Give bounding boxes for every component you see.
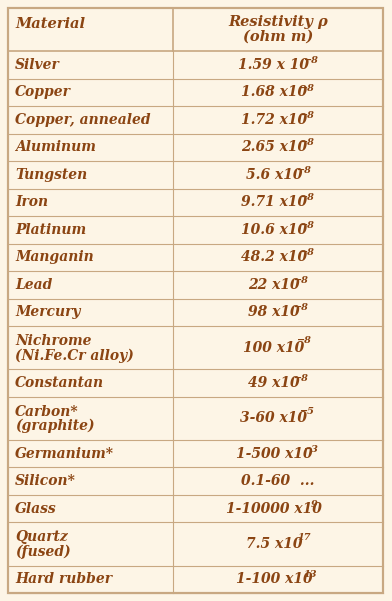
Text: 98 x10: 98 x10 (248, 305, 300, 319)
Text: Mercury: Mercury (15, 305, 80, 319)
Text: 1.68 x10: 1.68 x10 (241, 85, 307, 99)
Text: Copper, annealed: Copper, annealed (15, 113, 151, 127)
Text: (Ni.Fe.Cr alloy): (Ni.Fe.Cr alloy) (15, 348, 134, 362)
Text: Glass: Glass (15, 502, 56, 516)
Text: −8: −8 (300, 248, 315, 257)
Text: 7.5 x10: 7.5 x10 (246, 537, 302, 551)
Text: −8: −8 (304, 56, 319, 65)
Text: (fused): (fused) (15, 545, 71, 559)
Text: −8: −8 (297, 336, 312, 345)
Text: Copper: Copper (15, 85, 71, 99)
Text: (graphite): (graphite) (15, 419, 94, 433)
Text: 3-60 x10: 3-60 x10 (241, 411, 307, 426)
Text: −8: −8 (300, 221, 315, 230)
Text: Tungsten: Tungsten (15, 168, 87, 182)
Text: −8: −8 (300, 138, 315, 147)
Text: −8: −8 (300, 84, 315, 93)
Text: Silicon*: Silicon* (15, 474, 76, 488)
Text: −3: −3 (304, 445, 319, 454)
Text: Constantan: Constantan (15, 376, 104, 390)
Text: Iron: Iron (15, 195, 48, 209)
Text: Silver: Silver (15, 58, 60, 72)
Text: 22 x10: 22 x10 (248, 278, 300, 292)
Text: Platinum: Platinum (15, 223, 86, 237)
Text: −8: −8 (294, 276, 309, 285)
Text: 13: 13 (304, 570, 317, 579)
Text: −8: −8 (294, 374, 309, 383)
Text: 48.2 x10: 48.2 x10 (241, 250, 307, 264)
Text: −8: −8 (297, 166, 312, 175)
Text: 17: 17 (297, 532, 310, 542)
Text: Lead: Lead (15, 278, 53, 292)
Text: −8: −8 (300, 194, 315, 203)
Text: −5: −5 (300, 407, 315, 416)
Text: Resistivity ρ: Resistivity ρ (228, 15, 328, 29)
Text: Hard rubber: Hard rubber (15, 572, 112, 586)
Text: Germanium*: Germanium* (15, 447, 114, 460)
Text: Material: Material (15, 17, 85, 31)
Text: −8: −8 (300, 111, 315, 120)
Text: 9.71 x10: 9.71 x10 (241, 195, 307, 209)
Text: 1-10000 x10: 1-10000 x10 (226, 502, 322, 516)
Text: 10.6 x10: 10.6 x10 (241, 223, 307, 237)
Text: 0.1-60  ...: 0.1-60 ... (241, 474, 315, 488)
Text: Carbon*: Carbon* (15, 405, 79, 419)
Text: Quartz: Quartz (15, 531, 68, 545)
Text: (ohm m): (ohm m) (243, 30, 313, 44)
Text: Nichrome: Nichrome (15, 334, 91, 348)
Text: 9: 9 (310, 499, 317, 508)
Text: Manganin: Manganin (15, 250, 94, 264)
Text: 1-500 x10: 1-500 x10 (236, 447, 312, 460)
Text: 2.65 x10: 2.65 x10 (241, 141, 307, 154)
Text: 1-100 x10: 1-100 x10 (236, 572, 312, 586)
Text: 49 x10: 49 x10 (248, 376, 300, 390)
Text: −8: −8 (294, 304, 309, 313)
Text: 100 x10: 100 x10 (243, 341, 305, 355)
Text: 5.6 x10: 5.6 x10 (246, 168, 302, 182)
Text: 1.72 x10: 1.72 x10 (241, 113, 307, 127)
Text: 1.59 x 10: 1.59 x 10 (238, 58, 310, 72)
Text: Aluminum: Aluminum (15, 141, 96, 154)
